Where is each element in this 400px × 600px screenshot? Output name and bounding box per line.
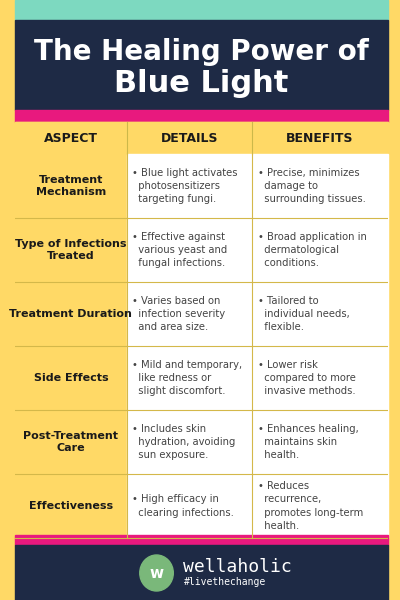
Text: The Healing Power of: The Healing Power of: [34, 38, 369, 66]
Text: Post-Treatment
Care: Post-Treatment Care: [23, 431, 118, 453]
Text: Treatment
Mechanism: Treatment Mechanism: [36, 175, 106, 197]
Bar: [252, 154, 388, 218]
Text: wellaholic: wellaholic: [183, 558, 291, 576]
Text: • Includes skin
  hydration, avoiding
  sun exposure.: • Includes skin hydration, avoiding sun …: [132, 424, 236, 460]
Bar: [252, 218, 388, 282]
Bar: [15, 545, 388, 600]
Text: ASPECT: ASPECT: [44, 131, 98, 145]
Bar: [252, 346, 388, 410]
Bar: [127, 154, 252, 218]
Bar: [15, 154, 127, 218]
Text: • Precise, minimizes
  damage to
  surrounding tissues.: • Precise, minimizes damage to surroundi…: [258, 168, 366, 204]
Circle shape: [140, 555, 173, 591]
Bar: [127, 346, 252, 410]
Bar: [252, 474, 388, 538]
Text: Side Effects: Side Effects: [34, 373, 108, 383]
Text: • Varies based on
  infection severity
  and area size.: • Varies based on infection severity and…: [132, 296, 226, 332]
Bar: [15, 20, 388, 110]
Text: w: w: [150, 565, 164, 581]
Text: • Tailored to
  individual needs,
  flexible.: • Tailored to individual needs, flexible…: [258, 296, 350, 332]
Bar: [127, 282, 252, 346]
Bar: [127, 410, 252, 474]
Bar: [15, 0, 388, 20]
Bar: [127, 218, 252, 282]
Text: Effectiveness: Effectiveness: [29, 501, 113, 511]
Bar: [15, 110, 388, 122]
Text: #livethechange: #livethechange: [184, 577, 266, 587]
Bar: [15, 535, 388, 545]
Text: • Broad application in
  dermatological
  conditions.: • Broad application in dermatological co…: [258, 232, 367, 268]
Text: • High efficacy in
  clearing infections.: • High efficacy in clearing infections.: [132, 494, 234, 518]
Bar: [15, 346, 127, 410]
Text: Treatment Duration: Treatment Duration: [9, 309, 132, 319]
Text: • Effective against
  various yeast and
  fungal infections.: • Effective against various yeast and fu…: [132, 232, 228, 268]
Bar: [15, 474, 127, 538]
Text: • Lower risk
  compared to more
  invasive methods.: • Lower risk compared to more invasive m…: [258, 360, 356, 396]
Bar: [15, 410, 127, 474]
Bar: [252, 410, 388, 474]
Text: • Reduces
  recurrence,
  promotes long-term
  health.: • Reduces recurrence, promotes long-term…: [258, 481, 363, 531]
Text: BENEFITS: BENEFITS: [286, 131, 354, 145]
Bar: [15, 122, 388, 154]
Text: DETAILS: DETAILS: [161, 131, 218, 145]
Bar: [252, 282, 388, 346]
Text: Blue Light: Blue Light: [114, 70, 288, 98]
Bar: [15, 122, 388, 540]
Text: • Mild and temporary,
  like redness or
  slight discomfort.: • Mild and temporary, like redness or sl…: [132, 360, 242, 396]
Bar: [127, 474, 252, 538]
Text: • Enhances healing,
  maintains skin
  health.: • Enhances healing, maintains skin healt…: [258, 424, 359, 460]
Text: • Blue light activates
  photosensitizers
  targeting fungi.: • Blue light activates photosensitizers …: [132, 168, 238, 204]
Bar: [15, 282, 127, 346]
Text: Type of Infections
Treated: Type of Infections Treated: [15, 239, 126, 261]
Bar: [15, 218, 127, 282]
